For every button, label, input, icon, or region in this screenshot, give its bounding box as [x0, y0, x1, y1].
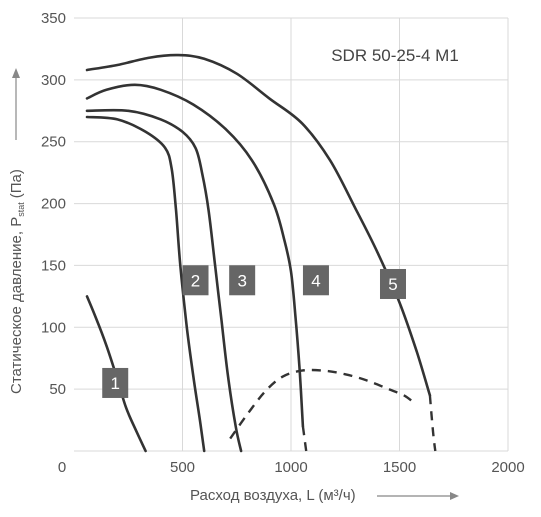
y-axis-title-unit: (Па)	[8, 169, 25, 198]
curve-label-box	[379, 268, 406, 299]
x-tick-label: 1500	[383, 459, 416, 476]
curve-label-box	[102, 367, 129, 398]
x-axis-arrow	[377, 492, 459, 500]
y-axis-arrow	[12, 68, 20, 140]
dashed-curve-2	[428, 395, 437, 452]
y-axis-title-subscript: stat	[16, 202, 26, 217]
curve-label-2: 2	[182, 265, 209, 296]
curve-label-5: 5	[379, 268, 406, 299]
curve-4	[85, 83, 305, 428]
y-tick-label: 150	[41, 257, 66, 274]
curve-label-text: 3	[237, 271, 246, 290]
y-axis-title-main: Статическое давление, P	[8, 217, 25, 394]
curve-2	[85, 115, 206, 453]
curve-labels: 1 2 3 4 5	[102, 265, 406, 398]
curve-label-box	[302, 265, 329, 296]
curve-label-box	[182, 265, 209, 296]
grid	[74, 17, 509, 452]
dashed-curve-1	[301, 426, 308, 452]
curves	[85, 53, 437, 453]
y-tick-label: 200	[41, 196, 66, 213]
curve-label-text: 5	[388, 275, 397, 294]
curve-label-box	[229, 265, 256, 296]
x-tick-label: 500	[170, 459, 195, 476]
y-axis-title: Статическое давление, Pstat (Па)	[8, 169, 26, 394]
y-tick-label: 300	[41, 72, 66, 89]
x-tick-label: 2000	[491, 459, 524, 476]
x-tick-label: 1000	[274, 459, 307, 476]
x-tick-label: 0	[58, 459, 66, 476]
curve-5	[85, 53, 432, 397]
dashed-curve-3	[229, 368, 414, 440]
curve-label-3: 3	[229, 265, 256, 296]
y-tick-label: 50	[49, 381, 66, 398]
curve-label-4: 4	[302, 265, 329, 296]
chart-title: SDR 50-25-4 M1	[331, 46, 459, 65]
y-tick-label: 100	[41, 319, 66, 336]
y-tick-label: 350	[41, 10, 66, 27]
curve-label-text: 4	[311, 271, 320, 290]
curve-3	[85, 108, 243, 453]
x-axis-title: Расход воздуха, L (м³/ч)	[190, 487, 356, 504]
svg-text:Статическое давление, Pstat(Па: Статическое давление, Pstat (Па)	[8, 169, 26, 394]
curve-label-text: 2	[191, 271, 200, 290]
y-tick-label: 250	[41, 134, 66, 151]
tick-labels: 50 100 150 200 250 300 350 0 500 1000 1500 2000	[41, 10, 525, 476]
curve-label-text: 1	[110, 374, 119, 393]
curve-label-1: 1	[102, 367, 129, 398]
